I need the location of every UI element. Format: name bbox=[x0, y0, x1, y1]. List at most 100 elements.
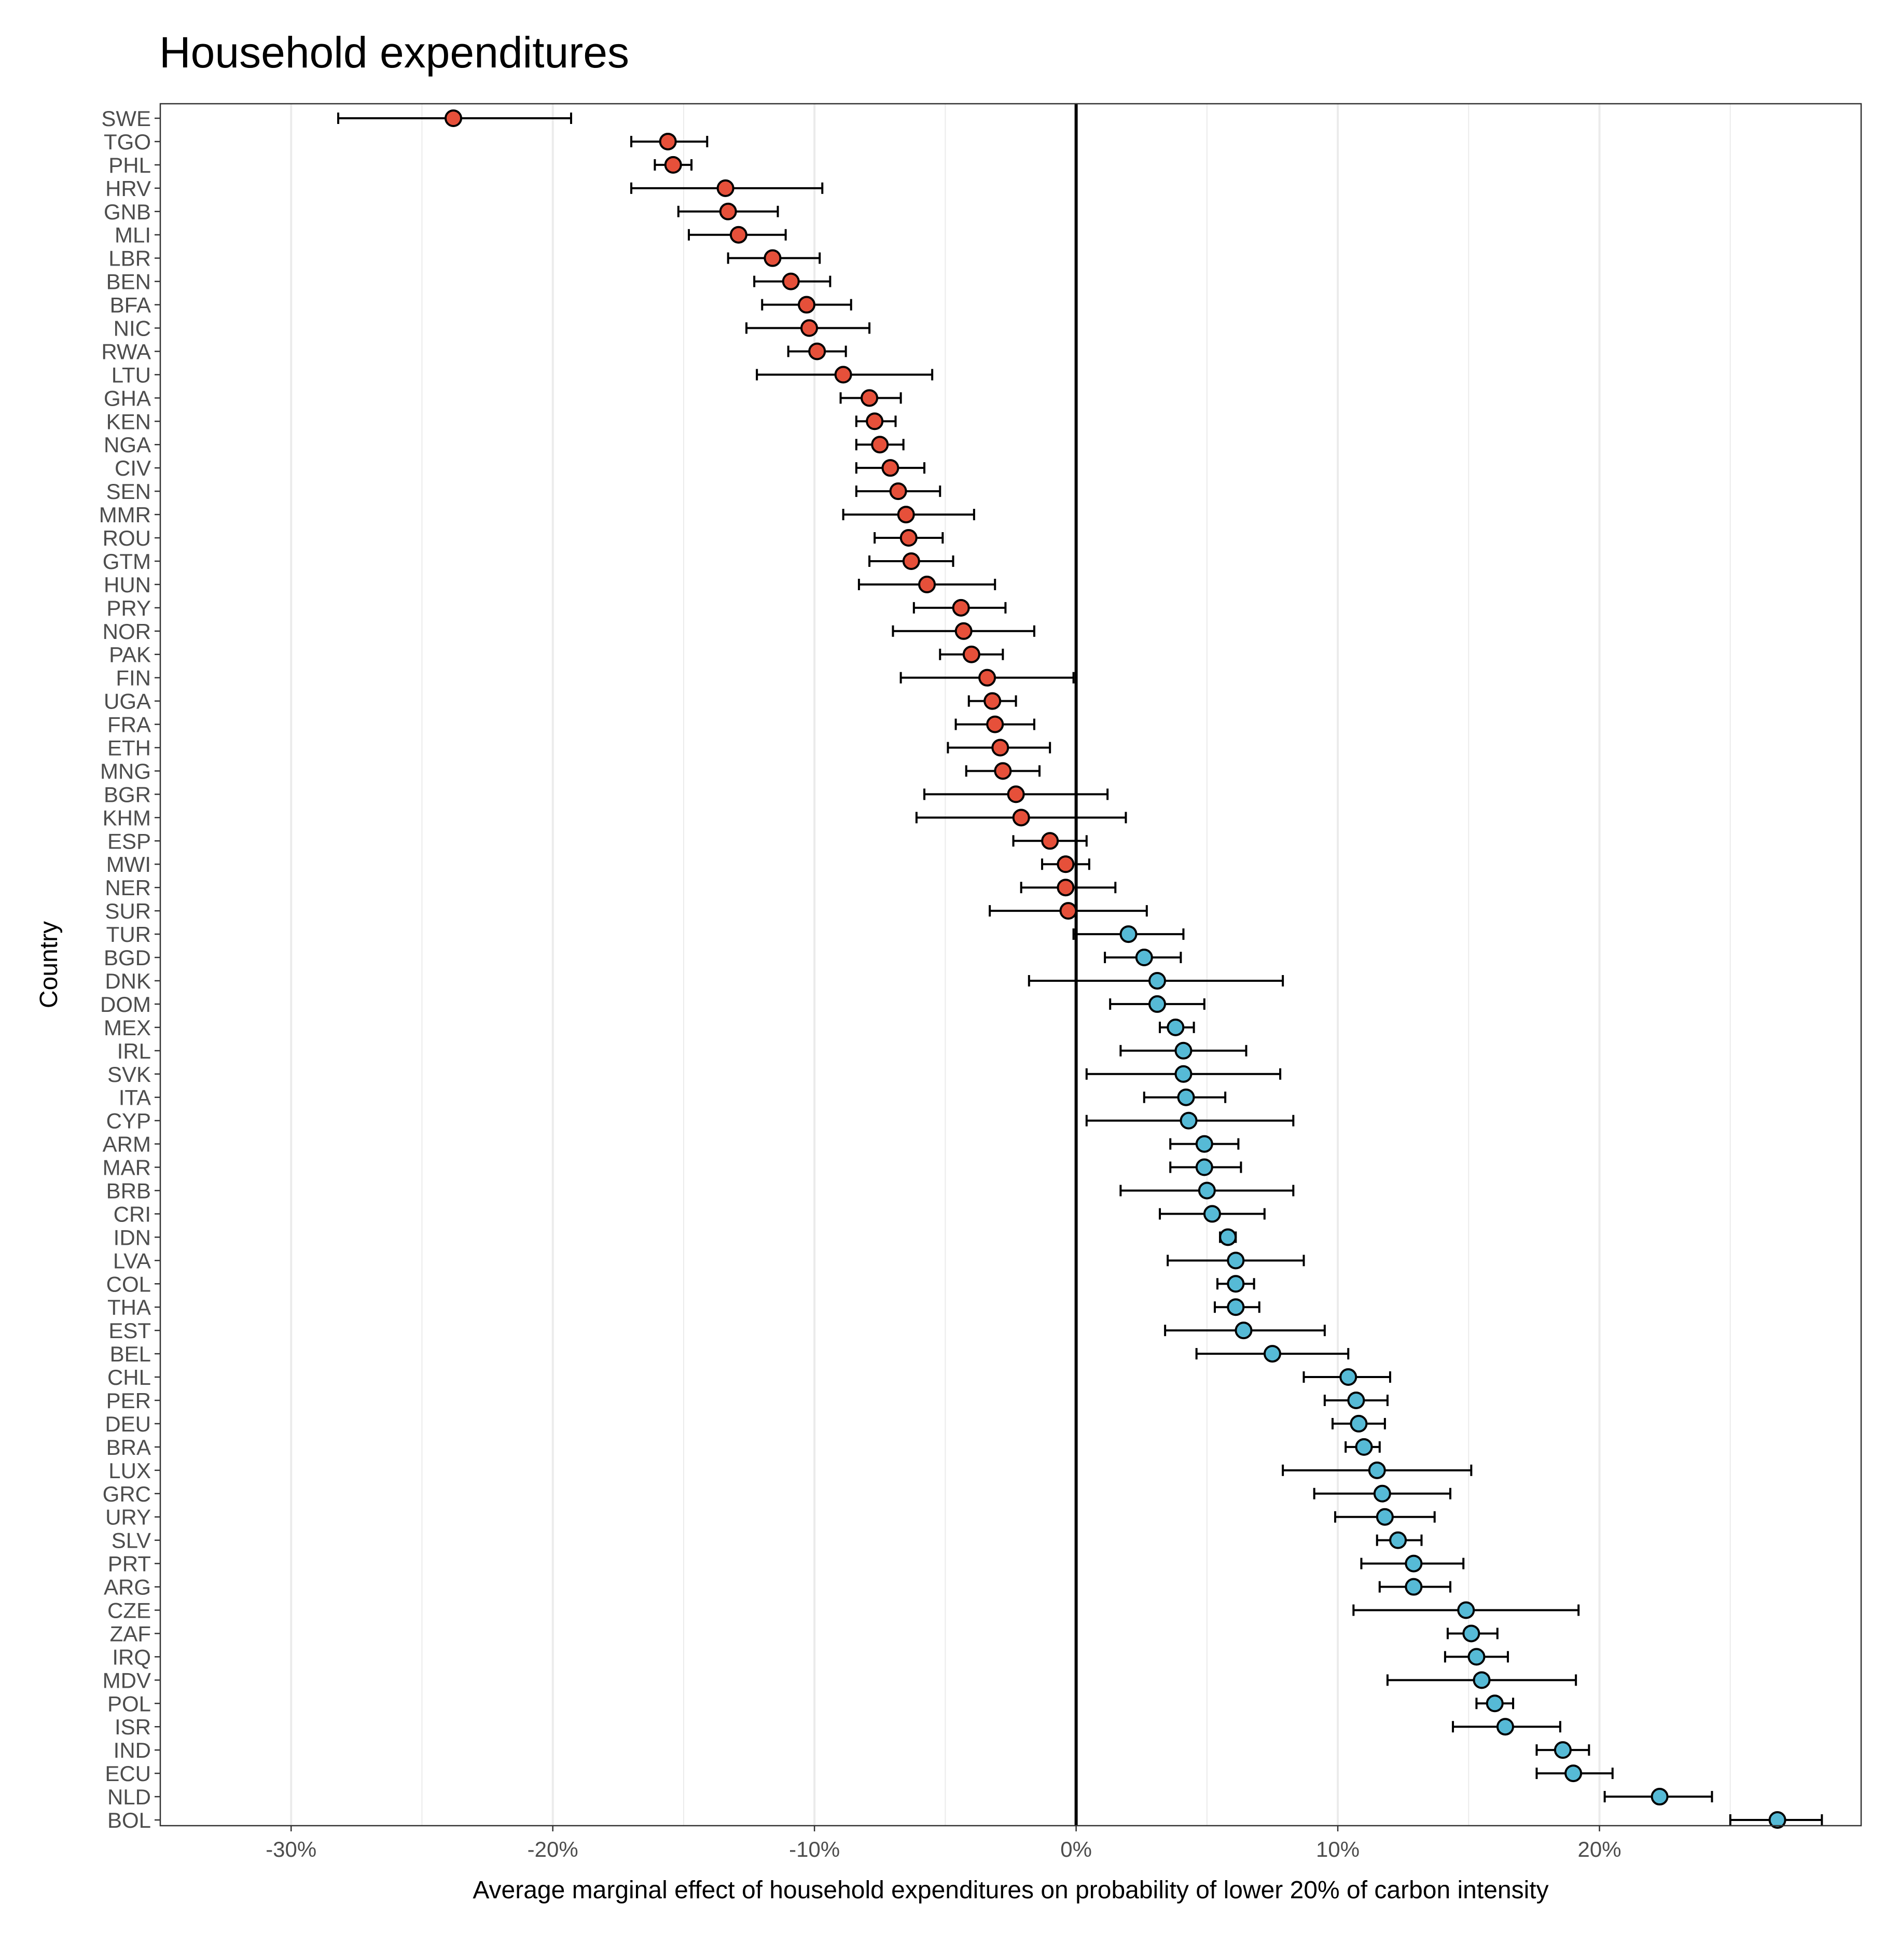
point-tha bbox=[1227, 1298, 1245, 1316]
point-deu bbox=[1350, 1414, 1368, 1433]
y-tick-label-bra: BRA bbox=[106, 1435, 151, 1459]
point-eth bbox=[991, 739, 1009, 757]
y-tick-label-bel: BEL bbox=[110, 1342, 151, 1366]
y-tick-label-brb: BRB bbox=[106, 1178, 151, 1203]
point-gtm bbox=[902, 552, 920, 570]
y-tick-label-mmr: MMR bbox=[99, 503, 151, 527]
y-tick-label-bgd: BGD bbox=[104, 946, 151, 970]
y-tick-label-per: PER bbox=[106, 1388, 151, 1413]
point-mng bbox=[994, 762, 1012, 780]
point-phl bbox=[664, 156, 682, 174]
point-idn bbox=[1219, 1228, 1237, 1246]
y-tick-label-irq: IRQ bbox=[112, 1645, 151, 1669]
y-tick-label-pry: PRY bbox=[106, 596, 151, 620]
point-sen bbox=[889, 482, 907, 501]
x-tick-label: 20% bbox=[1578, 1837, 1621, 1861]
point-cyp bbox=[1180, 1111, 1198, 1130]
point-pol bbox=[1486, 1694, 1504, 1713]
point-zaf bbox=[1462, 1624, 1480, 1643]
y-tick-label-eth: ETH bbox=[107, 736, 151, 760]
point-ner bbox=[1057, 879, 1075, 897]
y-tick-label-nic: NIC bbox=[114, 316, 151, 341]
data-points bbox=[444, 109, 1786, 1829]
y-tick-label-mdv: MDV bbox=[103, 1668, 151, 1692]
x-tick-label: -10% bbox=[789, 1837, 840, 1861]
y-tick-label-nor: NOR bbox=[103, 619, 151, 644]
point-hrv bbox=[716, 179, 734, 197]
y-tick-label-zaf: ZAF bbox=[110, 1621, 151, 1646]
y-axis-ticks: SWETGOPHLHRVGNBMLILBRBENBFANICRWALTUGHAK… bbox=[99, 106, 160, 1832]
y-tick-label-ken: KEN bbox=[106, 409, 151, 434]
point-civ bbox=[881, 459, 899, 477]
point-lbr bbox=[764, 249, 782, 267]
plot-panel-border bbox=[159, 103, 1862, 1827]
y-tick-label-bgr: BGR bbox=[104, 782, 151, 807]
y-tick-label-lva: LVA bbox=[113, 1248, 151, 1273]
y-tick-label-pak: PAK bbox=[109, 643, 151, 667]
y-tick-label-col: COL bbox=[106, 1272, 151, 1296]
point-bel bbox=[1263, 1345, 1281, 1363]
y-tick-label-gha: GHA bbox=[104, 386, 151, 410]
x-axis-ticks: -30% -20% -10% 0% 10% 20% bbox=[266, 1826, 1621, 1861]
y-axis-title: Country bbox=[35, 921, 63, 1008]
point-rwa bbox=[808, 342, 826, 360]
point-uga bbox=[983, 692, 1002, 710]
point-nld bbox=[1651, 1788, 1669, 1806]
point-fra bbox=[986, 715, 1004, 733]
point-bra bbox=[1355, 1438, 1373, 1456]
point-est bbox=[1235, 1322, 1253, 1340]
y-tick-label-esp: ESP bbox=[107, 829, 151, 853]
point-prt bbox=[1405, 1554, 1423, 1573]
y-tick-label-bfa: BFA bbox=[110, 293, 151, 317]
y-tick-label-tha: THA bbox=[107, 1295, 151, 1319]
y-tick-label-hun: HUN bbox=[104, 573, 151, 597]
point-fin bbox=[978, 669, 996, 687]
y-tick-label-bol: BOL bbox=[107, 1808, 151, 1832]
y-tick-label-isr: ISR bbox=[115, 1715, 151, 1739]
y-tick-label-mng: MNG bbox=[100, 759, 151, 783]
point-slv bbox=[1389, 1531, 1407, 1549]
point-pry bbox=[952, 599, 970, 617]
point-gnb bbox=[719, 202, 737, 220]
y-tick-label-khm: KHM bbox=[103, 805, 151, 830]
point-bol bbox=[1768, 1811, 1786, 1829]
y-tick-label-ecu: ECU bbox=[105, 1761, 151, 1786]
point-ita bbox=[1177, 1088, 1195, 1106]
point-pak bbox=[962, 645, 980, 663]
y-tick-label-nga: NGA bbox=[104, 433, 151, 457]
y-tick-label-ner: NER bbox=[105, 875, 151, 900]
point-svk bbox=[1174, 1065, 1193, 1083]
y-tick-label-rou: ROU bbox=[103, 526, 151, 550]
y-tick-label-cze: CZE bbox=[107, 1598, 151, 1622]
y-tick-label-idn: IDN bbox=[114, 1225, 151, 1249]
point-mar bbox=[1195, 1158, 1213, 1176]
y-tick-label-gtm: GTM bbox=[103, 549, 151, 574]
point-hun bbox=[918, 575, 936, 593]
y-tick-label-phl: PHL bbox=[108, 153, 151, 177]
point-ecu bbox=[1564, 1764, 1583, 1783]
point-nga bbox=[871, 436, 889, 454]
point-ltu bbox=[834, 366, 852, 384]
point-mmr bbox=[897, 506, 915, 524]
y-tick-label-mwi: MWI bbox=[106, 852, 151, 877]
point-ben bbox=[782, 272, 800, 290]
point-nic bbox=[800, 319, 819, 337]
y-tick-label-irl: IRL bbox=[117, 1039, 151, 1063]
point-bgr bbox=[1007, 785, 1025, 803]
y-tick-label-tur: TUR bbox=[106, 922, 151, 947]
point-isr bbox=[1496, 1718, 1514, 1736]
x-tick-label: 10% bbox=[1316, 1837, 1360, 1861]
chart-title: Household expenditures bbox=[159, 28, 629, 77]
x-tick-label: -30% bbox=[266, 1837, 316, 1861]
point-bgd bbox=[1135, 949, 1153, 967]
y-tick-label-mli: MLI bbox=[115, 223, 151, 247]
y-tick-label-fin: FIN bbox=[116, 666, 151, 690]
y-tick-label-ind: IND bbox=[114, 1738, 151, 1762]
y-tick-label-sen: SEN bbox=[106, 479, 151, 504]
y-tick-label-ben: BEN bbox=[106, 270, 151, 294]
y-tick-label-hrv: HRV bbox=[105, 176, 151, 201]
y-tick-label-rwa: RWA bbox=[101, 339, 151, 364]
point-bfa bbox=[798, 296, 816, 314]
y-tick-label-slv: SLV bbox=[112, 1528, 151, 1553]
